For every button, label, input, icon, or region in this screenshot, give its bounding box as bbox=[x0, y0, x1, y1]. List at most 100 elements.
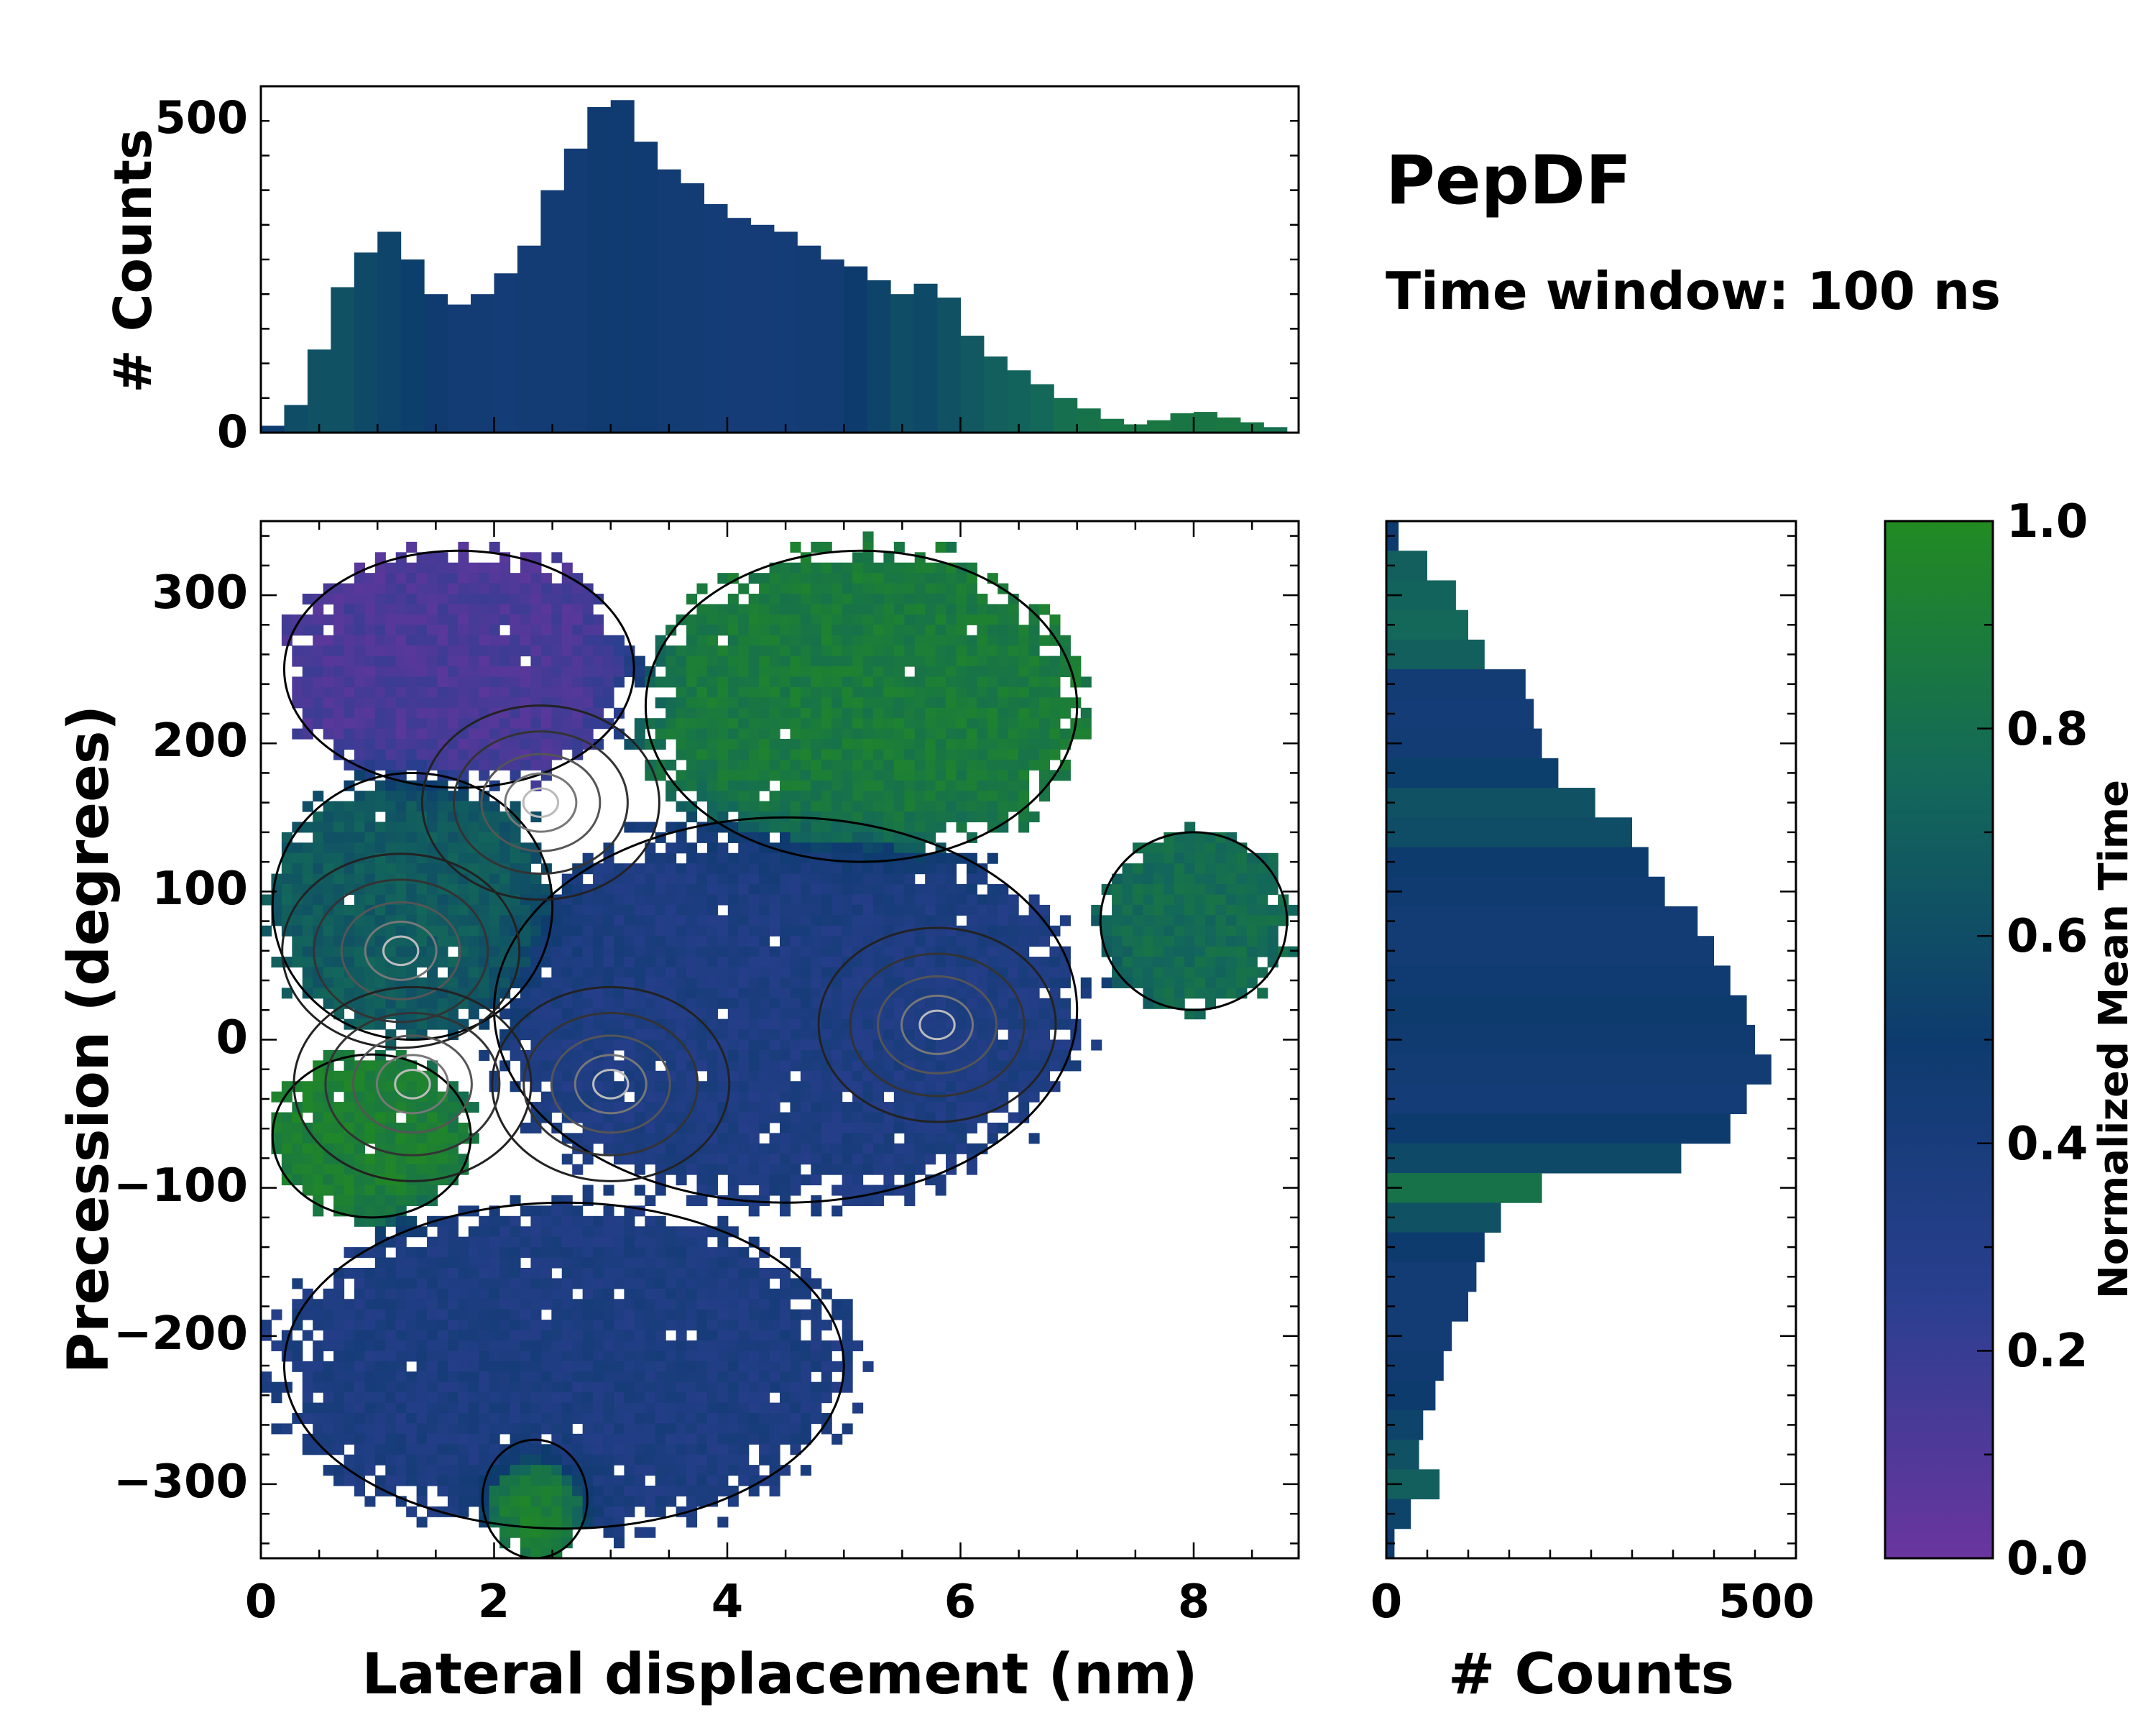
heatmap-cell bbox=[572, 1018, 584, 1030]
heatmap-cell bbox=[780, 1195, 791, 1206]
heatmap-cell bbox=[821, 1133, 832, 1144]
heatmap-cell bbox=[323, 832, 334, 843]
heatmap-cell bbox=[374, 1215, 386, 1227]
heatmap-cell bbox=[811, 1205, 822, 1217]
heatmap-cell bbox=[780, 904, 791, 916]
heatmap-cell bbox=[634, 1164, 645, 1175]
heatmap-cell bbox=[706, 791, 718, 802]
heatmap-cell bbox=[613, 1236, 625, 1248]
heatmap-cell bbox=[395, 780, 407, 791]
heatmap-cell bbox=[872, 666, 884, 678]
heatmap-cell bbox=[821, 1361, 832, 1372]
heatmap-cell bbox=[842, 936, 853, 947]
heatmap-cell bbox=[520, 718, 532, 730]
heatmap-cell bbox=[624, 1247, 635, 1259]
heatmap-cell bbox=[665, 1226, 677, 1238]
heatmap-cell bbox=[561, 1444, 573, 1455]
heatmap-cell bbox=[489, 1226, 500, 1238]
heatmap-cell bbox=[946, 904, 957, 916]
heatmap-cell bbox=[582, 1184, 594, 1196]
heatmap-cell bbox=[966, 988, 977, 999]
heatmap-cell bbox=[551, 1361, 563, 1372]
heatmap-cell bbox=[893, 811, 905, 823]
heatmap-cell bbox=[862, 770, 874, 781]
heatmap-cell bbox=[364, 1278, 376, 1289]
heatmap-cell bbox=[748, 1278, 760, 1289]
heatmap-cell bbox=[302, 1402, 313, 1414]
heatmap-cell bbox=[759, 946, 770, 957]
heatmap-cell bbox=[842, 1423, 853, 1435]
heatmap-cell bbox=[613, 1257, 625, 1269]
heatmap-cell bbox=[634, 1496, 645, 1507]
heatmap-cell bbox=[790, 1257, 801, 1269]
heatmap-cell bbox=[551, 1475, 563, 1486]
heatmap-cell bbox=[530, 1454, 542, 1466]
heatmap-cell bbox=[800, 801, 811, 812]
heatmap-cell bbox=[676, 770, 687, 781]
heatmap-cell bbox=[613, 666, 625, 678]
heatmap-cell bbox=[862, 1143, 874, 1154]
heatmap-cell bbox=[395, 801, 407, 812]
heatmap-cell bbox=[706, 998, 718, 1009]
heatmap-cell bbox=[530, 1081, 542, 1092]
heatmap-cell bbox=[987, 957, 998, 968]
heatmap-cell bbox=[510, 1381, 521, 1393]
heatmap-cell bbox=[842, 666, 853, 678]
heatmap-cell bbox=[800, 573, 811, 584]
heatmap-cell bbox=[364, 1433, 376, 1445]
heatmap-cell bbox=[893, 1122, 905, 1133]
heatmap-cell bbox=[748, 645, 760, 657]
heatmap-cell bbox=[665, 1454, 677, 1466]
heatmap-cell bbox=[946, 635, 957, 646]
heatmap-cell bbox=[759, 1423, 770, 1435]
heatmap-cell bbox=[759, 1299, 770, 1310]
heatmap-cell bbox=[966, 811, 977, 823]
heatmap-cell bbox=[904, 1070, 916, 1082]
heatmap-cell bbox=[966, 998, 977, 1009]
heatmap-cell bbox=[759, 1174, 770, 1186]
heatmap-cell bbox=[427, 645, 438, 657]
heatmap-cell bbox=[676, 1309, 687, 1320]
heatmap-cell bbox=[458, 552, 469, 564]
heatmap-cell bbox=[333, 1081, 345, 1092]
heatmap-cell bbox=[821, 863, 832, 875]
heatmap-cell bbox=[696, 1496, 708, 1507]
heatmap-cell bbox=[468, 1351, 479, 1362]
heatmap-cell bbox=[374, 1164, 386, 1175]
heatmap-cell bbox=[510, 583, 521, 594]
heatmap-cell bbox=[946, 936, 957, 947]
heatmap-cell bbox=[468, 1267, 479, 1279]
heatmap-cell bbox=[893, 780, 905, 791]
heatmap-cell bbox=[914, 645, 926, 657]
heatmap-cell bbox=[313, 842, 324, 854]
heatmap-cell bbox=[717, 686, 729, 698]
heatmap-cell bbox=[582, 977, 594, 988]
heatmap-cell bbox=[582, 594, 594, 605]
heatmap-cell bbox=[333, 1184, 345, 1196]
heatmap-cell bbox=[593, 1454, 604, 1466]
heatmap-cell bbox=[302, 1081, 313, 1092]
heatmap-cell bbox=[759, 1267, 770, 1279]
heatmap-cell bbox=[800, 749, 811, 760]
heatmap-cell bbox=[706, 1465, 718, 1476]
heatmap-cell bbox=[344, 1361, 355, 1372]
heatmap-cell bbox=[551, 1205, 563, 1217]
heatmap-cell bbox=[551, 1340, 563, 1351]
heatmap-cell bbox=[561, 583, 573, 594]
heatmap-cell bbox=[344, 686, 355, 698]
heatmap-cell bbox=[613, 915, 625, 926]
heatmap-cell bbox=[862, 583, 874, 594]
heatmap-cell bbox=[468, 625, 479, 636]
heatmap-cell bbox=[738, 1247, 750, 1259]
heatmap-cell bbox=[935, 1018, 946, 1030]
heatmap-cell bbox=[603, 967, 614, 978]
heatmap-cell bbox=[634, 1018, 645, 1030]
heatmap-cell bbox=[561, 1309, 573, 1320]
heatmap-cell bbox=[821, 1070, 832, 1082]
heatmap-cell bbox=[395, 998, 407, 1009]
heatmap-cell bbox=[427, 1091, 438, 1103]
heatmap-cell bbox=[499, 1527, 511, 1538]
heatmap-cell bbox=[852, 863, 864, 875]
heatmap-cell bbox=[437, 1154, 448, 1165]
heatmap-cell bbox=[613, 998, 625, 1009]
